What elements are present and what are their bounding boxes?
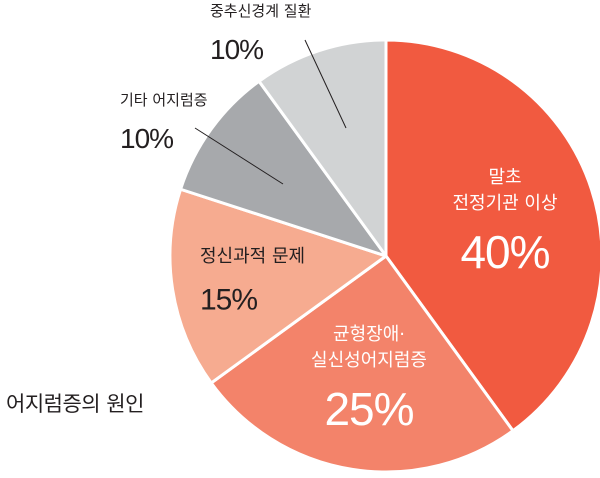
leader-line-5 (304, 39, 347, 129)
slice-label-4-line-1: 기타 어지럼증 (120, 91, 208, 109)
slice-value-4: 10% (120, 123, 173, 154)
pie-slice-3 (168, 187, 388, 385)
pie-slice-1 (384, 38, 600, 433)
slice-label-1-line-1: 말초 (488, 167, 521, 188)
pie-slice-5 (257, 38, 388, 258)
slice-value-1: 40% (460, 226, 549, 278)
pie-slice-2 (209, 254, 515, 474)
slice-label-5-line-1: 중추신경계 질환 (210, 2, 312, 20)
slice-value-5: 10% (210, 34, 263, 65)
slice-label-1-line-2: 전정기관 이상 (452, 193, 557, 214)
slice-label-3-line-1: 정신과적 문제 (200, 246, 305, 267)
slice-label-2-line-1: 균형장애· (333, 324, 405, 345)
slice-value-3: 15% (200, 284, 257, 317)
leader-line-4 (194, 127, 284, 185)
slice-value-2: 25% (324, 383, 413, 435)
chart-title: 어지럼증의 원인 (6, 392, 144, 416)
pie-slice-4 (179, 79, 388, 258)
slice-label-2-line-2: 실신성어지럼증 (311, 350, 427, 371)
